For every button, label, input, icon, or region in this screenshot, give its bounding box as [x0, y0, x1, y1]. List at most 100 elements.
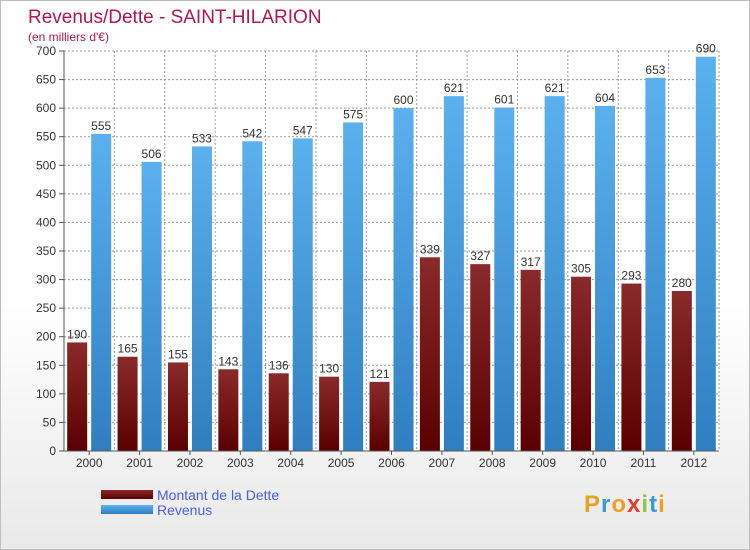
chart-subtitle: (en milliers d'€) — [28, 30, 109, 44]
bar-debt-2001 — [117, 356, 138, 451]
data-label-debt-2004: 136 — [269, 358, 289, 372]
y-tick-label: 600 — [36, 101, 56, 115]
bar-debt-2009 — [520, 269, 541, 451]
bar-revenus-2007 — [443, 96, 464, 452]
y-tick-label: 400 — [36, 215, 56, 229]
data-label-debt-2010: 305 — [571, 262, 591, 276]
bar-debt-2004 — [268, 373, 289, 451]
data-label-debt-2001: 165 — [118, 342, 138, 356]
bar-debt-2003 — [218, 369, 239, 451]
data-label-debt-2009: 317 — [521, 255, 541, 269]
data-label-revenus-2005: 575 — [343, 107, 363, 121]
bar-revenus-2001 — [141, 161, 162, 451]
legend-swatch-debt — [101, 490, 153, 499]
bar-revenus-2008 — [494, 107, 515, 452]
logo-letter: P — [584, 491, 602, 518]
x-tick-label: 2009 — [529, 456, 556, 470]
grid-lines — [63, 50, 720, 452]
legend-item-revenus: Revenus — [101, 501, 279, 518]
data-label-revenus-2004: 547 — [293, 123, 313, 137]
legend-swatch-revenus — [101, 505, 153, 514]
x-tick-label: 2000 — [76, 456, 103, 470]
data-label-revenus-2009: 621 — [545, 81, 565, 95]
bar-debt-2011 — [621, 283, 642, 451]
x-tick-label: 2005 — [328, 456, 355, 470]
bar-revenus-2000 — [91, 133, 112, 451]
y-tick-label: 550 — [36, 130, 56, 144]
data-label-debt-2012: 280 — [672, 276, 692, 290]
data-label-revenus-2011: 653 — [645, 63, 665, 77]
data-label-revenus-2010: 604 — [595, 91, 615, 105]
x-tick-label: 2012 — [680, 456, 707, 470]
bar-revenus-2006 — [393, 108, 414, 452]
bar-revenus-2002 — [191, 146, 212, 451]
bar-debt-2008 — [470, 264, 491, 451]
bar-revenus-2010 — [595, 105, 616, 451]
x-tick-label: 2003 — [227, 456, 254, 470]
logo-letter: t — [649, 491, 659, 518]
y-tick-label: 50 — [43, 415, 57, 429]
y-tick-label: 450 — [36, 187, 56, 201]
x-tick-label: 2002 — [177, 456, 204, 470]
data-label-debt-2005: 130 — [319, 362, 339, 376]
data-label-revenus-2002: 533 — [192, 131, 212, 145]
bar-debt-2007 — [419, 257, 440, 451]
y-tick-label: 650 — [36, 73, 56, 87]
bars — [67, 56, 716, 452]
data-label-debt-2003: 143 — [218, 354, 238, 368]
bar-debt-2002 — [167, 362, 188, 451]
bar-revenus-2009 — [544, 96, 565, 452]
y-tick-label: 350 — [36, 244, 56, 258]
data-label-revenus-2008: 601 — [494, 93, 514, 107]
bar-revenus-2004 — [292, 138, 313, 451]
data-label-revenus-2006: 600 — [393, 93, 413, 107]
logo-letter: r — [601, 491, 612, 518]
y-tick-label: 250 — [36, 301, 56, 315]
x-tick-label: 2001 — [126, 456, 153, 470]
x-tick-label: 2010 — [580, 456, 607, 470]
legend-label-revenus: Revenus — [157, 501, 213, 518]
bar-revenus-2011 — [645, 77, 666, 451]
logo-letter: x — [627, 491, 642, 518]
logo-letter: o — [611, 491, 628, 518]
bar-revenus-2012 — [695, 56, 716, 451]
data-label-revenus-2003: 542 — [242, 126, 262, 140]
x-tick-label: 2008 — [479, 456, 506, 470]
axes: 0 50 100 150 200 250 300 350 400 450 500 550 600 650 7… — [36, 44, 719, 470]
x-tick-label: 2011 — [631, 456, 657, 470]
data-labels: 190 555 165 506 155 533 143 542 136 547 130 575 121 6… — [67, 42, 716, 381]
y-tick-label: 700 — [36, 44, 56, 58]
data-label-revenus-2012: 690 — [696, 42, 716, 56]
legend: Montant de la Dette Revenus — [101, 486, 280, 518]
y-tick-label: 300 — [36, 273, 56, 287]
legend-item-debt: Montant de la Dette — [101, 486, 280, 503]
x-tick-label: 2006 — [378, 456, 405, 470]
bar-debt-2010 — [571, 276, 592, 451]
proxiti-logo: Proxiti — [584, 491, 666, 519]
logo-letter: i — [658, 491, 666, 518]
y-tick-label: 100 — [36, 387, 56, 401]
logo-letter: i — [641, 491, 650, 518]
bar-revenus-2003 — [242, 141, 263, 452]
legend-label-debt: Montant de la Dette — [157, 486, 280, 503]
bar-debt-2005 — [319, 376, 340, 451]
y-tick-label: 0 — [49, 444, 56, 458]
bar-debt-2000 — [67, 342, 88, 451]
data-label-debt-2007: 339 — [420, 242, 440, 256]
y-tick-label: 200 — [36, 330, 56, 344]
data-label-revenus-2000: 555 — [91, 119, 111, 133]
data-label-debt-2000: 190 — [67, 327, 87, 341]
data-label-debt-2002: 155 — [168, 347, 188, 361]
x-tick-label: 2007 — [429, 456, 456, 470]
bar-revenus-2005 — [343, 122, 364, 451]
data-label-debt-2006: 121 — [369, 367, 389, 381]
data-label-debt-2008: 327 — [470, 249, 490, 263]
data-label-revenus-2001: 506 — [142, 147, 162, 161]
bar-debt-2012 — [671, 291, 692, 451]
data-label-debt-2011: 293 — [621, 269, 641, 283]
y-tick-label: 500 — [36, 158, 56, 172]
data-label-revenus-2007: 621 — [444, 81, 464, 95]
chart-title: Revenus/Dette - SAINT-HILARION — [28, 7, 322, 28]
